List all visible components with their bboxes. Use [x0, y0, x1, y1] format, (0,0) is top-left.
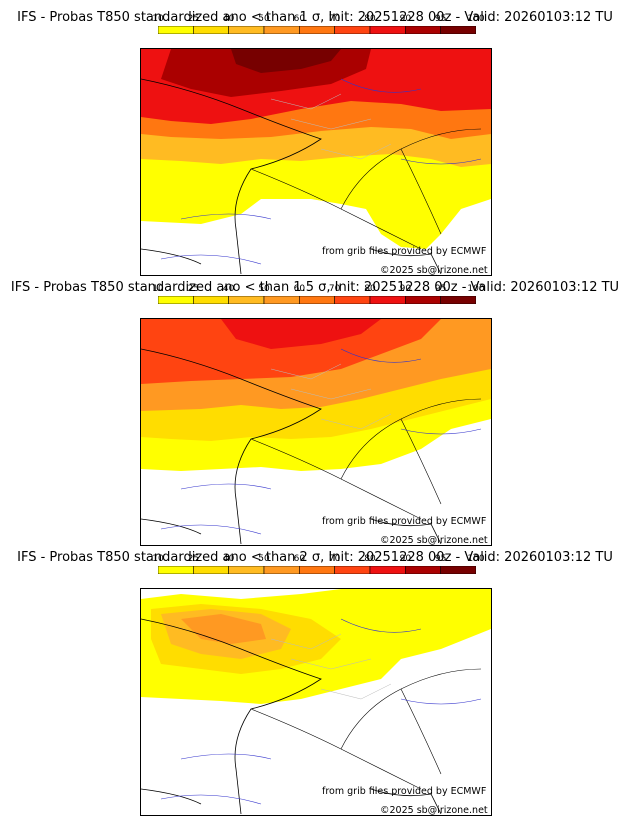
- probability-map: [140, 318, 492, 546]
- scale-segment: [334, 296, 371, 304]
- scale-segment: [193, 566, 229, 574]
- scale-segment: [263, 296, 300, 304]
- source-credit: from grib files provided by ECMWF: [322, 246, 487, 257]
- chart-panel-2: IFS - Probas T850 standardized ano < tha…: [0, 270, 630, 546]
- departments: [270, 633, 392, 700]
- scale-tick-label: 95: [434, 554, 447, 564]
- scale-segment: [369, 566, 406, 574]
- rivers: [160, 78, 482, 265]
- map-svg: [140, 49, 491, 275]
- scale-segment: [334, 566, 371, 574]
- scale-tick-label: 25: [187, 554, 200, 564]
- scale-tick-label: 70: [328, 284, 341, 294]
- coastline: [140, 618, 442, 815]
- borders: [250, 128, 482, 250]
- scale-segment: [440, 296, 476, 304]
- probability-map: [140, 48, 492, 276]
- scale-tick-label: 50: [258, 14, 270, 24]
- scale-segment: [228, 566, 265, 574]
- scale-tick-label: 25: [187, 284, 200, 294]
- rivers: [160, 348, 482, 535]
- scale-tick-label: 40: [222, 554, 235, 564]
- source-credit: from grib files provided by ECMWF: [322, 786, 487, 797]
- scale-tick-label: 50: [258, 284, 270, 294]
- scale-segment: [228, 296, 265, 304]
- coastline: [140, 78, 442, 275]
- scale-tick-label: 60: [293, 554, 306, 564]
- copyright-credit: ©2025 sb@irizone.net: [380, 805, 488, 816]
- scale-tick-label: 50: [258, 554, 270, 564]
- scale-tick-label: 25: [187, 14, 200, 24]
- scale-tick-label: 100: [467, 284, 485, 294]
- prob-70-area: [141, 319, 441, 384]
- scale-segment: [405, 296, 441, 304]
- map-svg: [140, 589, 491, 815]
- scale-tick-label: 70: [328, 554, 341, 564]
- scale-segment: [158, 566, 194, 574]
- scale-tick-label: 40: [222, 14, 235, 24]
- prob-50-area: [181, 614, 266, 644]
- scale-segment: [440, 566, 476, 574]
- scale-tick-label: 95: [434, 284, 447, 294]
- color-scale: [158, 26, 476, 34]
- source-credit: from grib files provided by ECMWF: [322, 516, 487, 527]
- scale-tick-label: 90: [399, 14, 412, 24]
- scale-tick-label: 80: [364, 14, 376, 24]
- scale-segment: [369, 26, 406, 34]
- scale-tick-label: 100: [467, 14, 485, 24]
- rivers: [160, 618, 482, 805]
- scale-tick-label: 90: [399, 554, 412, 564]
- probability-map: [140, 588, 492, 816]
- scale-segment: [405, 26, 441, 34]
- color-scale: [158, 296, 476, 304]
- scale-tick-label: 60: [293, 14, 306, 24]
- scale-segment: [158, 26, 194, 34]
- scale-segment: [228, 26, 265, 34]
- scale-segment: [263, 566, 300, 574]
- scale-tick-label: 100: [467, 554, 485, 564]
- copyright-credit: ©2025 sb@irizone.net: [380, 265, 488, 276]
- panel-title: IFS - Probas T850 standardized ano < tha…: [17, 550, 613, 565]
- scale-segment: [299, 296, 335, 304]
- departments: [270, 363, 392, 430]
- scale-tick-label: 60: [293, 284, 306, 294]
- scale-segment: [405, 566, 441, 574]
- coastline: [140, 348, 442, 545]
- scale-segment: [440, 26, 476, 34]
- color-scale: [158, 566, 476, 574]
- chart-panel-1: IFS - Probas T850 standardized ano < tha…: [0, 0, 630, 276]
- scale-tick-label: 10: [152, 284, 164, 294]
- scale-segment: [263, 26, 300, 34]
- scale-tick-label: 95: [434, 14, 447, 24]
- scale-segment: [334, 26, 371, 34]
- scale-tick-label: 10: [152, 14, 164, 24]
- scale-segment: [299, 26, 335, 34]
- scale-segment: [193, 26, 229, 34]
- prob-95-area: [231, 49, 341, 73]
- scale-tick-label: 10: [152, 554, 164, 564]
- prob-80-area: [221, 319, 381, 349]
- scale-segment: [299, 566, 335, 574]
- scale-tick-label: 40: [222, 284, 235, 294]
- scale-segment: [369, 296, 406, 304]
- map-svg: [140, 319, 491, 545]
- scale-segment: [158, 296, 194, 304]
- borders: [250, 398, 482, 520]
- borders: [250, 668, 482, 790]
- scale-tick-label: 80: [364, 284, 376, 294]
- scale-segment: [193, 296, 229, 304]
- panel-title: IFS - Probas T850 standardized ano < tha…: [10, 280, 620, 295]
- departments: [270, 93, 392, 160]
- scale-tick-label: 70: [328, 14, 341, 24]
- chart-panel-3: IFS - Probas T850 standardized ano < tha…: [0, 540, 630, 816]
- scale-tick-label: 90: [399, 284, 412, 294]
- panel-title: IFS - Probas T850 standardized ano < tha…: [17, 10, 613, 25]
- scale-tick-label: 80: [364, 554, 376, 564]
- copyright-credit: ©2025 sb@irizone.net: [380, 535, 488, 546]
